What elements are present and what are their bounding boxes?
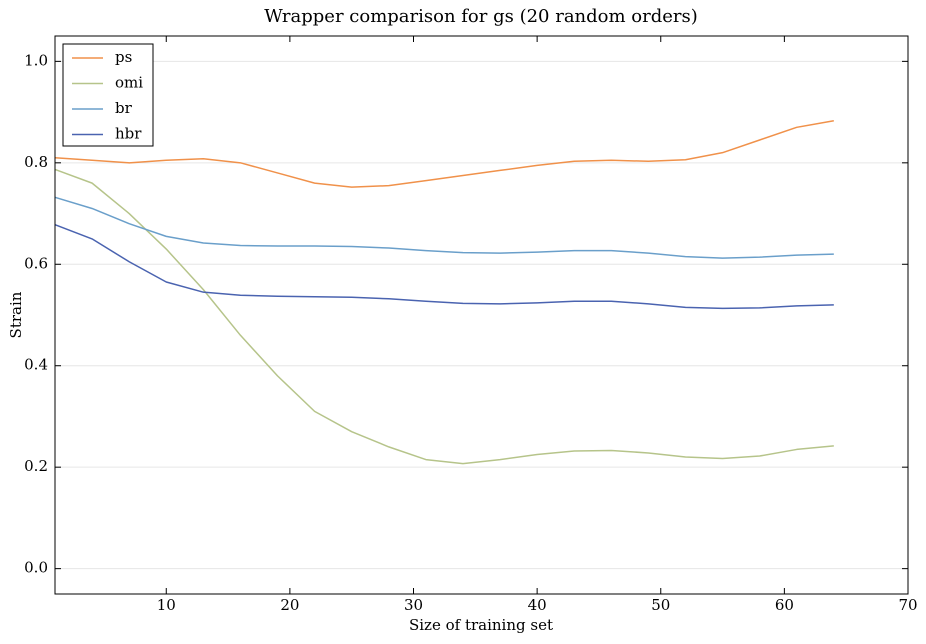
legend-label: omi: [115, 74, 143, 92]
plot-frame: [54, 35, 909, 595]
series-line: [54, 119, 834, 188]
series-line: [54, 168, 834, 465]
series-line: [54, 196, 834, 259]
legend-box: [62, 43, 154, 147]
x-tick-label: 10: [157, 596, 176, 614]
x-tick-label: 40: [528, 596, 547, 614]
x-axis-label: Size of training set: [409, 616, 553, 634]
series-line: [54, 224, 834, 310]
y-tick-label: 0.8: [24, 153, 48, 171]
y-axis-label: Strain: [7, 291, 25, 338]
y-tick-label: 0.0: [24, 559, 48, 577]
x-tick-label: 60: [775, 596, 794, 614]
chart-title: Wrapper comparison for gs (20 random ord…: [264, 6, 698, 27]
y-tick-label: 1.0: [24, 51, 48, 69]
x-tick-label: 50: [651, 596, 670, 614]
x-tick-label: 20: [280, 596, 299, 614]
y-tick-label: 0.6: [24, 254, 48, 272]
x-tick-label: 70: [898, 596, 917, 614]
legend-label: ps: [115, 48, 132, 66]
y-tick-label: 0.4: [24, 356, 48, 374]
legend-label: br: [115, 99, 133, 117]
x-tick-label: 30: [404, 596, 423, 614]
legend-label: hbr: [115, 125, 142, 143]
y-tick-label: 0.2: [24, 457, 48, 475]
